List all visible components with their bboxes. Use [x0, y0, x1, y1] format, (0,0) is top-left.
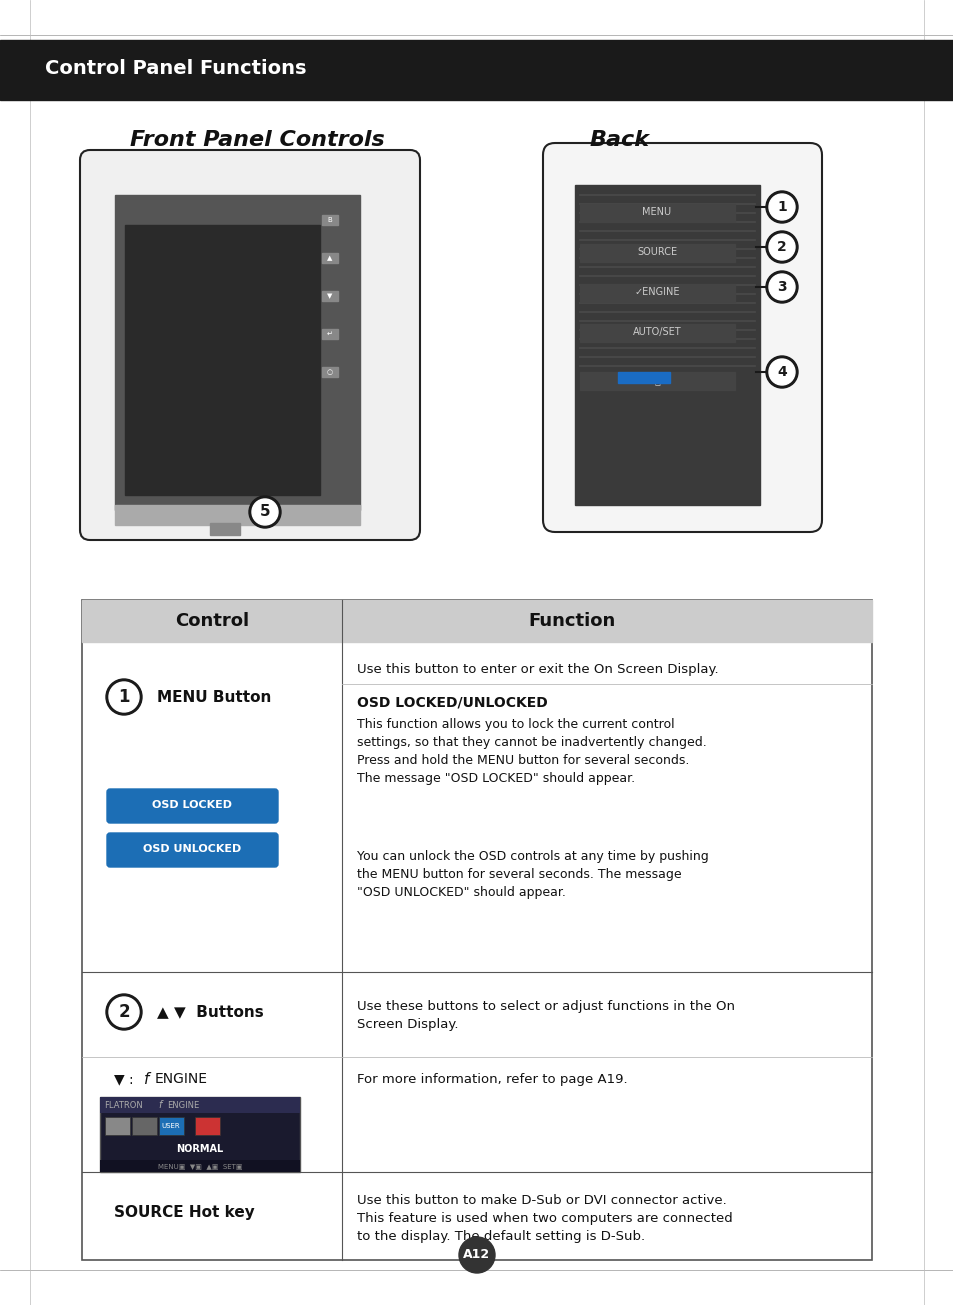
Text: MENU Button: MENU Button [157, 689, 271, 705]
Text: B: B [327, 217, 332, 223]
Text: 2: 2 [777, 240, 786, 254]
Circle shape [765, 356, 797, 388]
FancyBboxPatch shape [107, 833, 277, 867]
Bar [579, 324, 734, 342]
Bar [322, 329, 337, 339]
Text: f: f [144, 1071, 150, 1087]
Text: AUTO/SET: AUTO/SET [632, 328, 680, 337]
Text: SOURCE: SOURCE [637, 247, 677, 257]
Circle shape [249, 496, 281, 529]
Bar [322, 291, 337, 301]
Text: 2: 2 [118, 1004, 130, 1021]
Bar [159, 1117, 184, 1135]
Text: ⏻: ⏻ [654, 375, 659, 385]
Text: 1: 1 [118, 688, 130, 706]
FancyBboxPatch shape [107, 790, 277, 823]
Text: 3: 3 [777, 281, 786, 294]
Text: ▲ ▼  Buttons: ▲ ▼ Buttons [157, 1005, 263, 1019]
Text: MENU▣  ▼▣  ▲▣  SET▣: MENU▣ ▼▣ ▲▣ SET▣ [157, 1163, 242, 1169]
Bar [579, 372, 734, 390]
Text: 1: 1 [777, 200, 786, 214]
Bar [579, 244, 734, 262]
Bar [579, 284, 734, 301]
Circle shape [768, 194, 794, 221]
Bar [125, 224, 319, 495]
Text: Function: Function [528, 612, 615, 630]
Text: ▼: ▼ [327, 294, 333, 299]
Bar [210, 523, 240, 535]
Text: ↵: ↵ [327, 331, 333, 337]
Bar [579, 204, 734, 222]
Bar [618, 372, 669, 382]
Text: ENGINE: ENGINE [167, 1100, 199, 1109]
Bar [100, 1098, 299, 1172]
Circle shape [765, 231, 797, 264]
Bar [322, 367, 337, 377]
Text: OSD LOCKED/UNLOCKED: OSD LOCKED/UNLOCKED [356, 696, 547, 709]
Text: OSD LOCKED: OSD LOCKED [152, 800, 232, 810]
FancyBboxPatch shape [542, 144, 821, 532]
Circle shape [765, 191, 797, 223]
Text: SOURCE Hot key: SOURCE Hot key [113, 1205, 254, 1219]
Bar [194, 1117, 220, 1135]
Bar [100, 1160, 299, 1172]
Text: Front Panel Controls: Front Panel Controls [130, 130, 384, 150]
Bar [322, 253, 337, 264]
Text: NORMAL: NORMAL [176, 1144, 223, 1154]
Circle shape [109, 683, 139, 713]
Text: OSD UNLOCKED: OSD UNLOCKED [143, 844, 241, 853]
Text: ▲: ▲ [327, 254, 333, 261]
Bar [82, 600, 871, 642]
Text: ▼ :: ▼ : [113, 1071, 138, 1086]
Circle shape [765, 271, 797, 303]
Bar [0, 40, 953, 100]
Text: FLATRON: FLATRON [104, 1100, 143, 1109]
Text: 4: 4 [777, 365, 786, 378]
Text: USER: USER [161, 1124, 180, 1129]
Circle shape [458, 1237, 495, 1272]
Text: Control Panel Functions: Control Panel Functions [45, 59, 306, 77]
Bar [132, 1117, 157, 1135]
Text: 5: 5 [259, 505, 270, 519]
Bar [100, 1098, 299, 1113]
Text: ENGINE: ENGINE [154, 1071, 208, 1086]
Text: ○: ○ [327, 369, 333, 375]
Text: This function allows you to lock the current control
settings, so that they cann: This function allows you to lock the cur… [356, 718, 706, 786]
Text: A12: A12 [463, 1249, 490, 1262]
Bar [322, 215, 337, 224]
Bar [575, 185, 760, 505]
Circle shape [768, 359, 794, 385]
Text: Back: Back [589, 130, 649, 150]
Text: Use this button to make D-Sub or DVI connector active.
This feature is used when: Use this button to make D-Sub or DVI con… [356, 1194, 732, 1242]
Text: f: f [158, 1100, 161, 1111]
Circle shape [106, 679, 142, 715]
Text: Use these buttons to select or adjust functions in the On
Screen Display.: Use these buttons to select or adjust fu… [356, 1000, 734, 1031]
Bar [105, 1117, 130, 1135]
Text: For more information, refer to page A19.: For more information, refer to page A19. [356, 1073, 627, 1086]
Circle shape [252, 499, 277, 525]
Circle shape [768, 274, 794, 300]
Text: Use this button to enter or exit the On Screen Display.: Use this button to enter or exit the On … [356, 663, 718, 676]
Text: Control: Control [174, 612, 249, 630]
Text: MENU: MENU [641, 207, 671, 217]
Bar [82, 600, 871, 1261]
Bar [115, 194, 359, 510]
Circle shape [109, 997, 139, 1027]
Circle shape [106, 994, 142, 1030]
FancyBboxPatch shape [80, 150, 419, 540]
Bar [115, 505, 359, 525]
Circle shape [768, 234, 794, 260]
Text: You can unlock the OSD controls at any time by pushing
the MENU button for sever: You can unlock the OSD controls at any t… [356, 850, 708, 899]
Text: ✓ENGINE: ✓ENGINE [634, 287, 679, 298]
